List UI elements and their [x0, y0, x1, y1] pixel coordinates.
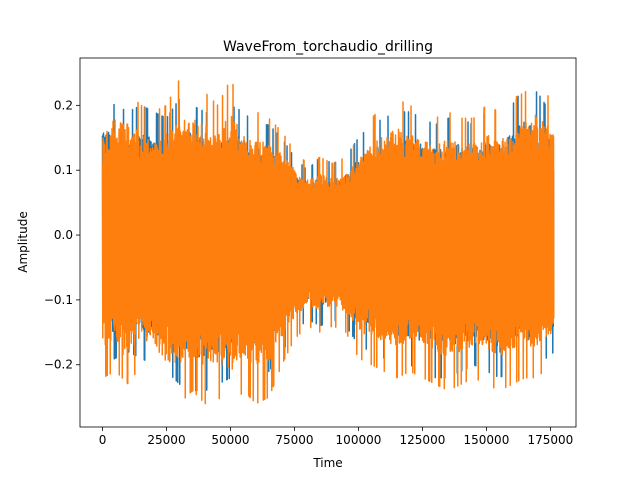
x-axis-label: Time: [312, 456, 342, 470]
x-tick-label: 75000: [275, 433, 313, 447]
x-tick-label: 150000: [464, 433, 510, 447]
y-tick-label: 0.0: [54, 228, 73, 242]
y-tick-label: −0.1: [44, 293, 73, 307]
x-axis-ticks: 0 25000 50000 75000 100000 125000 150000 175000: [99, 427, 574, 447]
y-tick-label: 0.1: [54, 163, 73, 177]
plot-area: [101, 80, 555, 405]
y-tick-label: 0.2: [54, 98, 73, 112]
axes-frame: [79, 57, 577, 428]
y-axis-ticks: −0.2 −0.1 0.0 0.1 0.2: [44, 98, 80, 372]
x-tick-label: 25000: [147, 433, 185, 447]
y-axis-label: Amplitude: [16, 211, 30, 273]
x-tick-label: 175000: [528, 433, 574, 447]
x-tick-label: 0: [99, 433, 107, 447]
x-tick-label: 50000: [211, 433, 249, 447]
x-tick-label: 100000: [336, 433, 382, 447]
series-line-2: [101, 80, 555, 405]
x-tick-label: 125000: [400, 433, 446, 447]
chart-title: WaveFrom_torchaudio_drilling: [223, 39, 433, 55]
y-tick-label: −0.2: [44, 358, 73, 372]
